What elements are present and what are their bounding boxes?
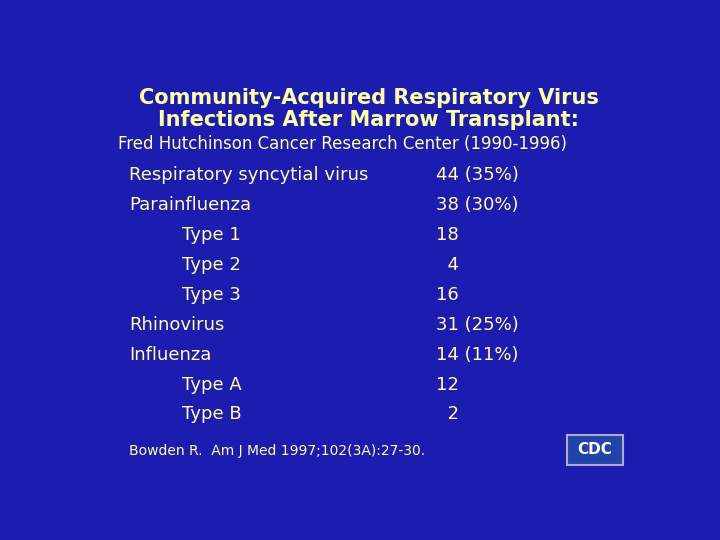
- Text: 38 (30%): 38 (30%): [436, 196, 518, 214]
- Text: 4: 4: [436, 256, 459, 274]
- Text: CDC: CDC: [577, 442, 613, 457]
- Text: Infections After Marrow Transplant:: Infections After Marrow Transplant:: [158, 110, 580, 130]
- Text: Parainfluenza: Parainfluenza: [129, 196, 251, 214]
- Text: Type 2: Type 2: [182, 256, 241, 274]
- Text: Type 3: Type 3: [182, 286, 241, 303]
- Text: 31 (25%): 31 (25%): [436, 316, 518, 334]
- Text: Type A: Type A: [182, 375, 242, 394]
- Text: Type B: Type B: [182, 406, 242, 423]
- Text: Community-Acquired Respiratory Virus: Community-Acquired Respiratory Virus: [139, 88, 599, 108]
- Text: 44 (35%): 44 (35%): [436, 166, 519, 184]
- Text: Rhinovirus: Rhinovirus: [129, 316, 225, 334]
- Text: 2: 2: [436, 406, 459, 423]
- Text: 18: 18: [436, 226, 459, 244]
- Text: 12: 12: [436, 375, 459, 394]
- Text: Bowden R.  Am J Med 1997;102(3A):27-30.: Bowden R. Am J Med 1997;102(3A):27-30.: [129, 444, 426, 458]
- Text: Respiratory syncytial virus: Respiratory syncytial virus: [129, 166, 369, 184]
- Text: Influenza: Influenza: [129, 346, 212, 363]
- FancyBboxPatch shape: [567, 435, 623, 465]
- Text: 16: 16: [436, 286, 459, 303]
- Text: 14 (11%): 14 (11%): [436, 346, 518, 363]
- Text: Fred Hutchinson Cancer Research Center (1990-1996): Fred Hutchinson Cancer Research Center (…: [118, 135, 567, 153]
- Text: Type 1: Type 1: [182, 226, 240, 244]
